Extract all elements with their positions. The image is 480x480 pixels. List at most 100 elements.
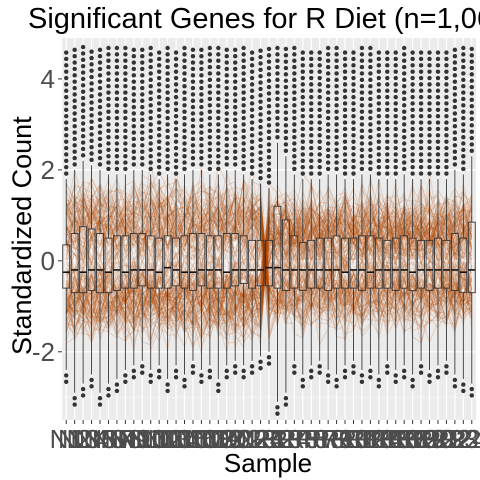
outlier-point	[401, 71, 407, 76]
outlier-point	[173, 120, 179, 125]
outlier-point	[224, 98, 229, 103]
outlier-point	[106, 109, 111, 114]
outlier-point	[334, 71, 339, 76]
outlier-point	[216, 96, 221, 102]
outlier-point	[342, 158, 348, 163]
outlier-point	[359, 58, 365, 63]
outlier-point	[80, 393, 86, 398]
outlier-point	[199, 60, 204, 65]
outlier-point	[444, 139, 449, 144]
outlier-point	[351, 152, 356, 157]
box	[205, 235, 214, 289]
outlier-point	[165, 77, 170, 83]
outlier-point	[173, 158, 179, 163]
outlier-point	[89, 132, 94, 137]
outlier-point	[123, 166, 128, 172]
outlier-point	[393, 171, 398, 176]
outlier-point	[444, 370, 449, 375]
outlier-point	[325, 71, 331, 76]
outlier-point	[401, 84, 407, 89]
outlier-point	[97, 98, 103, 103]
outlier-point	[376, 114, 382, 119]
outlier-point	[258, 124, 263, 130]
outlier-point	[224, 368, 229, 374]
x-tick-label: N2	[58, 424, 91, 454]
x-tick-label: R15	[363, 424, 411, 454]
outlier-point	[275, 103, 280, 108]
outlier-point	[444, 158, 449, 163]
outlier-point	[376, 101, 382, 106]
outlier-point	[334, 134, 339, 140]
outlier-point	[64, 63, 69, 68]
outlier-point	[444, 69, 449, 74]
gene-profile-line	[65, 202, 473, 324]
outlier-point	[173, 88, 179, 93]
outlier-point	[173, 63, 179, 68]
outlier-point	[258, 163, 263, 168]
outlier-point	[317, 75, 322, 81]
outlier-point	[359, 379, 365, 384]
outlier-point	[64, 164, 69, 170]
outlier-point	[418, 63, 424, 68]
outlier-point	[207, 90, 213, 95]
outlier-point	[199, 136, 204, 142]
outlier-point	[190, 47, 196, 53]
outlier-point	[249, 101, 255, 106]
outlier-point	[325, 77, 331, 83]
outlier-point	[461, 141, 466, 146]
outlier-point	[182, 147, 187, 153]
outlier-point	[216, 64, 221, 70]
outlier-point	[182, 90, 187, 95]
outlier-point	[156, 164, 162, 170]
x-tick-label: R6	[295, 424, 328, 454]
outlier-point	[165, 45, 170, 51]
outlier-point	[123, 122, 128, 127]
outlier-point	[80, 95, 86, 101]
outlier-point	[385, 158, 390, 163]
outlier-point	[165, 90, 170, 95]
gene-profile-line	[66, 217, 473, 304]
x-tick-label: N12	[135, 424, 183, 454]
outlier-point	[342, 368, 348, 374]
outlier-point	[148, 58, 153, 63]
outlier-point	[123, 103, 128, 108]
outlier-point	[376, 158, 382, 163]
box	[307, 239, 316, 289]
outlier-point	[385, 114, 390, 119]
x-tick-label: R4	[278, 424, 311, 454]
outlier-point	[325, 166, 331, 172]
outlier-point	[309, 107, 314, 113]
outlier-point	[216, 115, 221, 121]
outlier-point	[123, 373, 128, 378]
outlier-point	[249, 152, 255, 157]
x-tick-label: R20	[406, 424, 454, 454]
outlier-point	[300, 69, 305, 74]
outlier-point	[190, 364, 196, 369]
outlier-point	[385, 145, 390, 151]
outlier-point	[292, 84, 297, 89]
outlier-point	[233, 73, 238, 78]
outlier-point	[342, 145, 348, 151]
outlier-point	[325, 134, 331, 140]
outlier-point	[359, 141, 365, 146]
outlier-point	[140, 73, 145, 78]
outlier-point	[385, 171, 390, 176]
outlier-point	[342, 75, 348, 81]
outlier-point	[131, 60, 137, 65]
outlier-point	[233, 85, 238, 91]
outlier-point	[292, 45, 297, 51]
outlier-point	[207, 52, 213, 57]
outlier-point	[207, 64, 213, 70]
outlier-point	[216, 154, 221, 159]
outlier-point	[64, 101, 69, 106]
outlier-point	[80, 51, 86, 56]
outlier-point	[72, 98, 77, 103]
outlier-point	[292, 128, 297, 133]
outlier-point	[241, 58, 246, 63]
outlier-point	[275, 115, 280, 121]
outlier-point	[72, 124, 77, 129]
outlier-point	[64, 145, 69, 151]
outlier-point	[106, 122, 111, 127]
outlier-point	[266, 180, 272, 185]
outlier-point	[182, 384, 187, 389]
